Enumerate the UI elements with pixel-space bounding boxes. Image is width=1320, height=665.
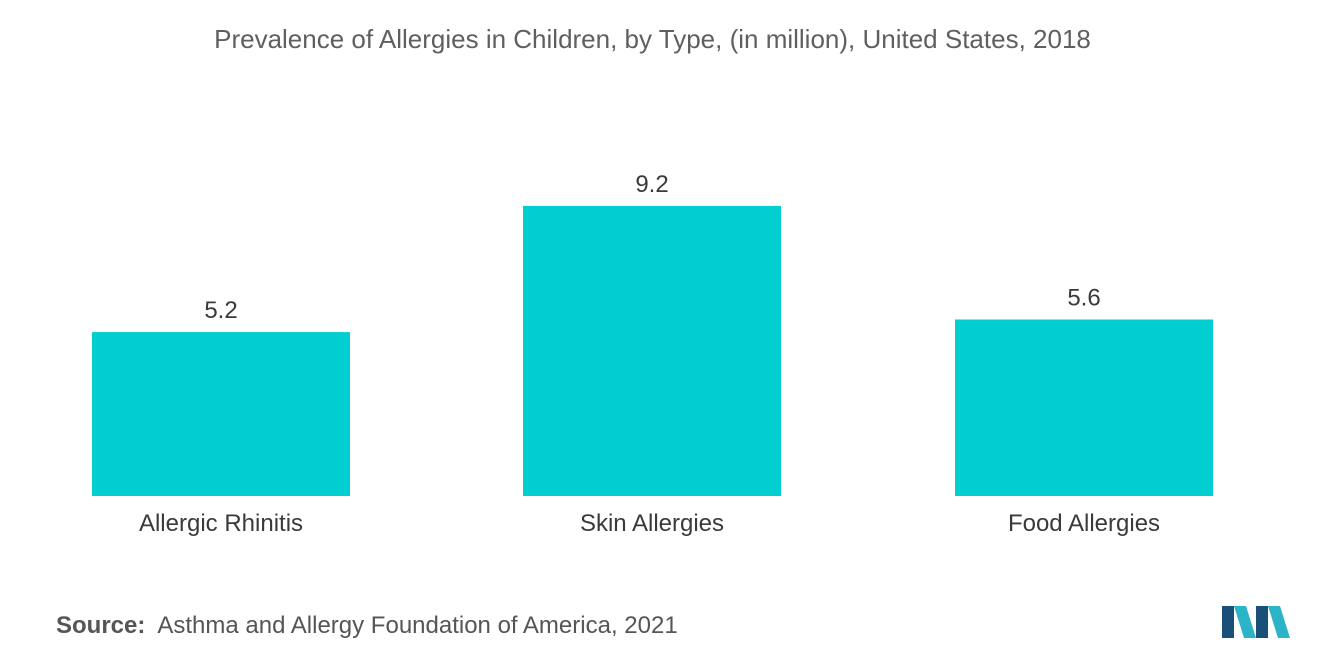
data-label: 5.2 xyxy=(204,297,237,324)
bar-chart: 5.2 Allergic Rhinitis 9.2 Skin Allergies 5.6… xyxy=(92,171,1213,537)
bar-food-allergies xyxy=(955,319,1213,496)
source-text: Asthma and Allergy Foundation of America… xyxy=(157,612,678,639)
category-label: Food Allergies xyxy=(1008,510,1160,537)
category-label: Allergic Rhinitis xyxy=(139,510,303,537)
data-label: 9.2 xyxy=(635,171,668,198)
chart-title: Prevalence of Allergies in Children, by … xyxy=(214,24,1091,54)
source-note: Source: Asthma and Allergy Foundation of … xyxy=(56,612,678,640)
bar-allergic-rhinitis xyxy=(92,332,350,496)
company-logo-icon xyxy=(1222,606,1290,638)
bars-group: 5.2 Allergic Rhinitis 9.2 Skin Allergies 5.6… xyxy=(92,171,1213,537)
source-label: Source: xyxy=(56,612,146,639)
bar-skin-allergies xyxy=(523,206,781,496)
category-label: Skin Allergies xyxy=(580,510,724,537)
data-label: 5.6 xyxy=(1067,284,1100,311)
